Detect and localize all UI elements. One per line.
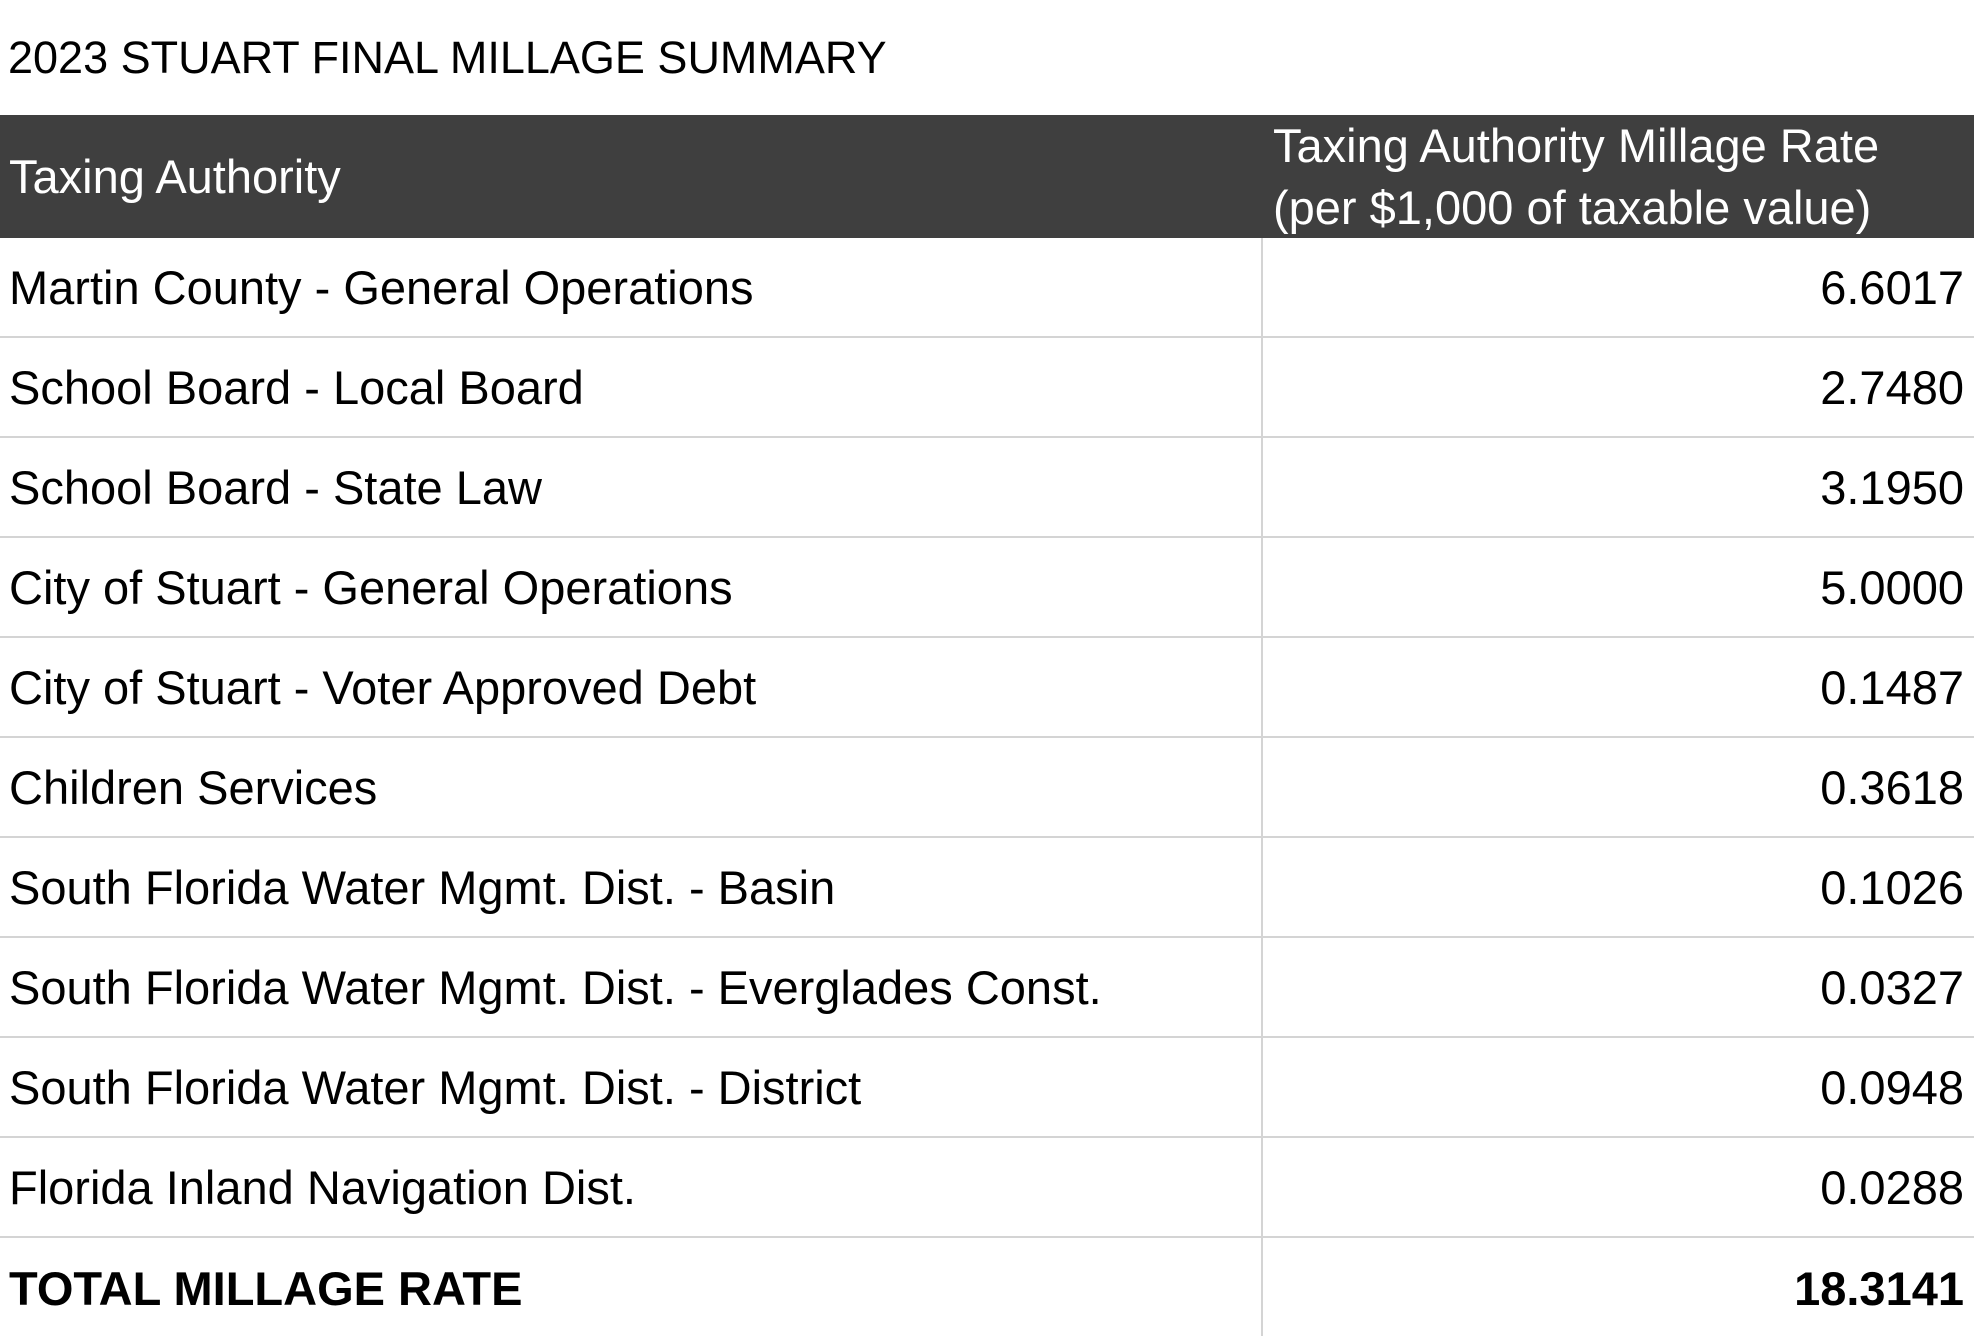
millage-rate: 6.6017 [1820, 260, 1964, 314]
page-title: 2023 STUART FINAL MILLAGE SUMMARY [8, 32, 887, 83]
millage-rate: 0.3618 [1820, 760, 1964, 814]
authority-name: South Florida Water Mgmt. Dist. - Evergl… [0, 938, 1263, 1036]
millage-rate: 3.1950 [1820, 460, 1964, 514]
authority-name: Florida Inland Navigation Dist. [0, 1138, 1263, 1236]
header-taxing-authority: Taxing Authority [9, 150, 341, 203]
table-row: South Florida Water Mgmt. Dist. - Evergl… [0, 938, 1974, 1038]
table-row: Florida Inland Navigation Dist. 0.0288 [0, 1138, 1974, 1238]
millage-rate: 0.0948 [1820, 1060, 1964, 1114]
total-label: TOTAL MILLAGE RATE [0, 1238, 1263, 1336]
table-row: School Board - State Law 3.1950 [0, 438, 1974, 538]
authority-name: City of Stuart - Voter Approved Debt [0, 638, 1263, 736]
authority-name: School Board - State Law [0, 438, 1263, 536]
authority-name: School Board - Local Board [0, 338, 1263, 436]
millage-rate: 0.1487 [1820, 660, 1964, 714]
authority-name: Children Services [0, 738, 1263, 836]
millage-rate: 0.1026 [1820, 860, 1964, 914]
table-row: City of Stuart - Voter Approved Debt 0.1… [0, 638, 1974, 738]
authority-name: South Florida Water Mgmt. Dist. - Basin [0, 838, 1263, 936]
authority-name: South Florida Water Mgmt. Dist. - Distri… [0, 1038, 1263, 1136]
total-rate: 18.3141 [1794, 1261, 1964, 1315]
table-row: City of Stuart - General Operations 5.00… [0, 538, 1974, 638]
table-row: South Florida Water Mgmt. Dist. - Distri… [0, 1038, 1974, 1138]
millage-rate: 2.7480 [1820, 360, 1964, 414]
header-millage-rate-line2: (per $1,000 of taxable value) [1273, 180, 1872, 234]
millage-rate: 5.0000 [1820, 560, 1964, 614]
millage-rate: 0.0327 [1820, 960, 1964, 1014]
millage-table: Taxing Authority Taxing Authority Millag… [0, 115, 1974, 1336]
header-millage-rate: Taxing Authority Millage Rate (per $1,00… [1263, 115, 1974, 238]
table-row: School Board - Local Board 2.7480 [0, 338, 1974, 438]
header-millage-rate-line1: Taxing Authority Millage Rate [1273, 118, 1880, 172]
authority-name: City of Stuart - General Operations [0, 538, 1263, 636]
millage-rate: 0.0288 [1820, 1160, 1964, 1214]
authority-name: Martin County - General Operations [0, 238, 1263, 336]
table-row: Children Services 0.3618 [0, 738, 1974, 838]
table-row: South Florida Water Mgmt. Dist. - Basin … [0, 838, 1974, 938]
table-header: Taxing Authority Taxing Authority Millag… [0, 115, 1974, 238]
table-row: Martin County - General Operations 6.601… [0, 238, 1974, 338]
total-row: TOTAL MILLAGE RATE 18.3141 [0, 1238, 1974, 1336]
